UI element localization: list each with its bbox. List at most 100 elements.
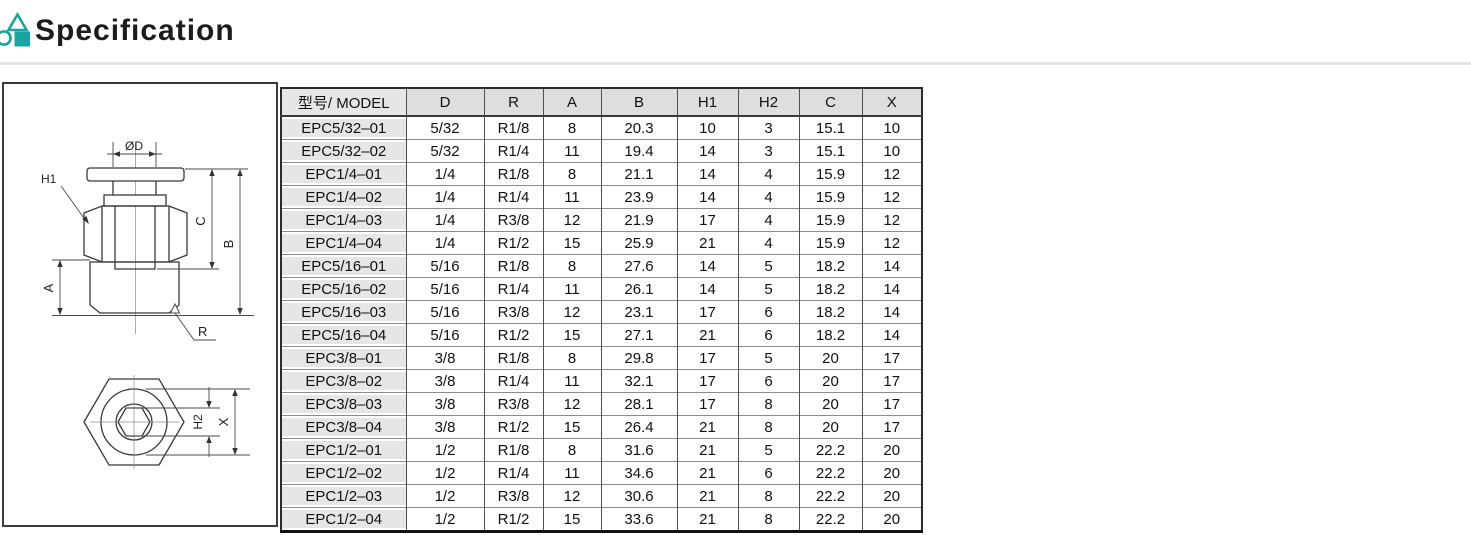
value-cell: 6 (737, 369, 800, 393)
value-cell: 14 (861, 254, 923, 278)
value-cell: R1/4 (483, 139, 544, 163)
value-cell: 5/16 (405, 254, 485, 278)
side-view-dimensions: ØD H1 C B A R (41, 139, 254, 341)
value-cell: 12 (542, 300, 602, 324)
model-cell: EPC3/8–01 (280, 346, 407, 370)
value-cell: 4 (737, 231, 800, 255)
dim-label-r: R (198, 324, 207, 339)
value-cell: 5 (737, 254, 800, 278)
value-cell: 22.2 (798, 461, 863, 485)
value-cell: 20.3 (600, 115, 678, 140)
column-header-r: R (483, 87, 544, 117)
model-cell: EPC1/4–04 (280, 231, 407, 255)
value-cell: 22.2 (798, 438, 863, 462)
value-cell: 23.1 (600, 300, 678, 324)
value-cell: 17 (676, 346, 739, 370)
column-header-h2: H2 (737, 87, 800, 117)
model-cell: EPC1/2–02 (280, 461, 407, 485)
value-cell: 3/8 (405, 369, 485, 393)
value-cell: 14 (676, 139, 739, 163)
value-cell: R1/2 (483, 323, 544, 347)
value-cell: 27.1 (600, 323, 678, 347)
value-cell: 11 (542, 461, 602, 485)
model-cell: EPC5/16–03 (280, 300, 407, 324)
value-cell: 20 (798, 392, 863, 416)
table-row: EPC1/2–04 1/2 R1/2 15 33.6 21 8 22.2 20 (280, 507, 923, 532)
value-cell: 5 (737, 438, 800, 462)
value-cell: 11 (542, 369, 602, 393)
value-cell: 15.1 (798, 115, 863, 140)
value-cell: 10 (861, 139, 923, 163)
triangle-icon (6, 12, 29, 32)
value-cell: 8 (737, 415, 800, 439)
value-cell: 20 (861, 461, 923, 485)
value-cell: 21 (676, 438, 739, 462)
value-cell: 11 (542, 185, 602, 209)
value-cell: 14 (861, 323, 923, 347)
page-title: Specification (35, 14, 235, 47)
square-icon (14, 31, 30, 47)
value-cell: 8 (737, 484, 800, 508)
value-cell: 5 (737, 277, 800, 301)
value-cell: 4 (737, 208, 800, 232)
value-cell: 8 (737, 392, 800, 416)
value-cell: 15.9 (798, 208, 863, 232)
fitting-technical-drawing: ØD H1 C B A R (41, 139, 254, 469)
value-cell: R1/8 (483, 346, 544, 370)
column-header-model: 型号/ MODEL (280, 87, 407, 117)
value-cell: 1/4 (405, 231, 485, 255)
value-cell: 12 (542, 208, 602, 232)
table-row: EPC3/8–01 3/8 R1/8 8 29.8 17 5 20 17 (280, 346, 923, 370)
value-cell: 5/16 (405, 300, 485, 324)
model-cell: EPC1/2–04 (280, 507, 407, 532)
value-cell: 21 (676, 484, 739, 508)
table-row: EPC1/4–02 1/4 R1/4 11 23.9 14 4 15.9 12 (280, 185, 923, 209)
value-cell: 14 (676, 277, 739, 301)
model-cell: EPC3/8–03 (280, 392, 407, 416)
value-cell: R3/8 (483, 300, 544, 324)
value-cell: 17 (861, 392, 923, 416)
value-cell: 17 (861, 415, 923, 439)
value-cell: 14 (676, 185, 739, 209)
value-cell: 15 (542, 507, 602, 532)
value-cell: 20 (861, 484, 923, 508)
value-cell: 5 (737, 346, 800, 370)
value-cell: 18.2 (798, 300, 863, 324)
value-cell: R1/8 (483, 438, 544, 462)
table-row: EPC1/2–01 1/2 R1/8 8 31.6 21 5 22.2 20 (280, 438, 923, 462)
value-cell: 1/4 (405, 162, 485, 186)
value-cell: 1/2 (405, 438, 485, 462)
value-cell: 15.1 (798, 139, 863, 163)
value-cell: 21.9 (600, 208, 678, 232)
model-cell: EPC1/4–01 (280, 162, 407, 186)
value-cell: 3/8 (405, 346, 485, 370)
value-cell: 14 (861, 277, 923, 301)
value-cell: 29.8 (600, 346, 678, 370)
value-cell: 17 (861, 346, 923, 370)
value-cell: 6 (737, 300, 800, 324)
value-cell: 19.4 (600, 139, 678, 163)
column-header-b: B (600, 87, 678, 117)
value-cell: 14 (676, 162, 739, 186)
table-row: EPC5/16–04 5/16 R1/2 15 27.1 21 6 18.2 14 (280, 323, 923, 347)
value-cell: 1/2 (405, 507, 485, 532)
value-cell: 15 (542, 415, 602, 439)
value-cell: R1/4 (483, 277, 544, 301)
value-cell: R3/8 (483, 484, 544, 508)
value-cell: 17 (861, 369, 923, 393)
table-row: EPC5/32–01 5/32 R1/8 8 20.3 10 3 15.1 10 (280, 115, 923, 140)
value-cell: 15 (542, 323, 602, 347)
value-cell: 5/32 (405, 139, 485, 163)
model-cell: EPC1/4–03 (280, 208, 407, 232)
header-divider (0, 62, 1471, 65)
value-cell: 20 (861, 438, 923, 462)
value-cell: 21 (676, 231, 739, 255)
value-cell: 22.2 (798, 484, 863, 508)
section-marker-icon (0, 12, 30, 47)
value-cell: 20 (798, 369, 863, 393)
value-cell: 8 (542, 115, 602, 140)
value-cell: 10 (861, 115, 923, 140)
value-cell: 8 (542, 346, 602, 370)
table-row: EPC5/16–03 5/16 R3/8 12 23.1 17 6 18.2 14 (280, 300, 923, 324)
